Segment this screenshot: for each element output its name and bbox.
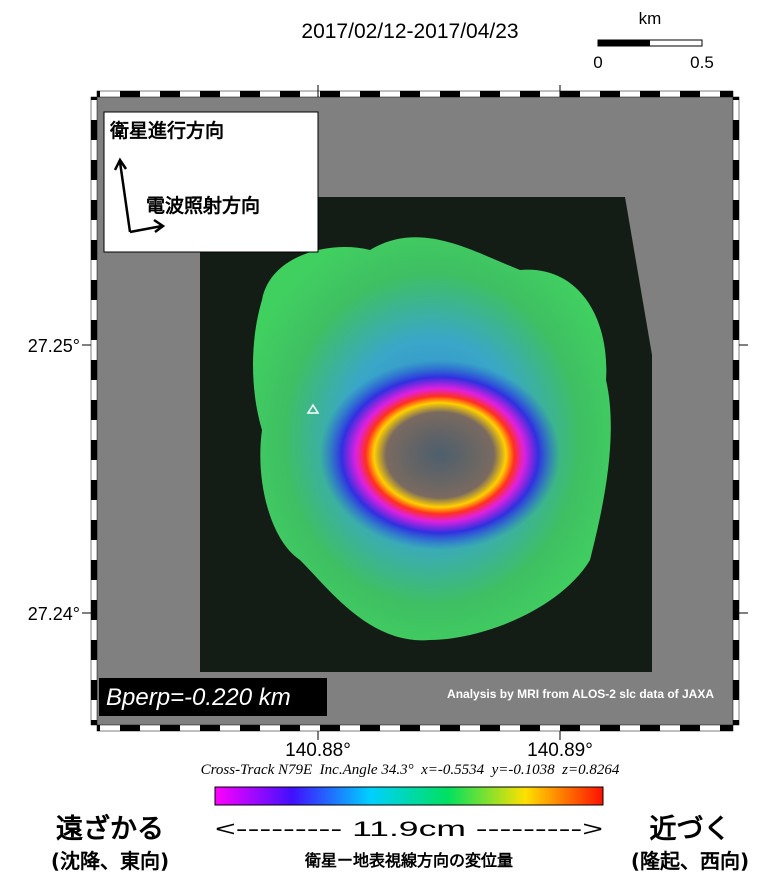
credit: Analysis by MRI from ALOS-2 slc data of … [447,687,714,701]
lon-label: 140.88° [285,740,351,761]
lon-label: 140.89° [527,740,593,761]
border-bottom [97,725,733,731]
scale-bar: km 0 0.5 [593,9,714,72]
scale-unit: km [639,9,662,28]
border-top [97,91,733,97]
map-figure: 2017/02/12-2017/04/23 km 0 0.5 衛星進行方向 電波… [0,0,777,880]
deformation-fringe [320,360,560,550]
scale-segment [598,40,650,46]
lat-label: 27.24° [28,604,80,624]
colorbar-cycle: <--------- 11.9cm ---------> [215,818,603,841]
colorbar-scale [215,787,603,805]
scale-label: 0.5 [690,53,714,72]
direction-box: 衛星進行方向 電波照射方向 [104,112,318,252]
body: 2017/02/12-2017/04/23 km 0 0.5 衛星進行方向 電波… [0,0,777,880]
colorbar: <--------- 11.9cm ---------> 衛星ー地表視線方向の変… [51,787,749,873]
geometry-info: Cross-Track N79E Inc.Angle 34.3° x=-0.55… [201,762,620,778]
colorbar-left-sub: (沈降、東向) [51,849,169,873]
page: InSAR interferogram {"title": "2017/02/1… [0,0,777,880]
border-right [733,97,739,725]
lat-label: 27.25° [28,336,80,356]
colorbar-caption: 衛星ー地表視線方向の変位量 [304,851,513,870]
colorbar-left: 遠ざかる [56,813,164,845]
map-title: 2017/02/12-2017/04/23 [301,20,518,43]
flight-direction: 衛星進行方向 [109,119,224,142]
border-left [91,97,97,725]
colorbar-right: 近づく [650,814,731,845]
scale-label: 0 [593,53,602,72]
look-direction: 電波照射方向 [146,194,260,217]
baseline: Bperp=-0.220 km [106,684,291,711]
colorbar-right-sub: (隆起、西向) [631,849,749,873]
